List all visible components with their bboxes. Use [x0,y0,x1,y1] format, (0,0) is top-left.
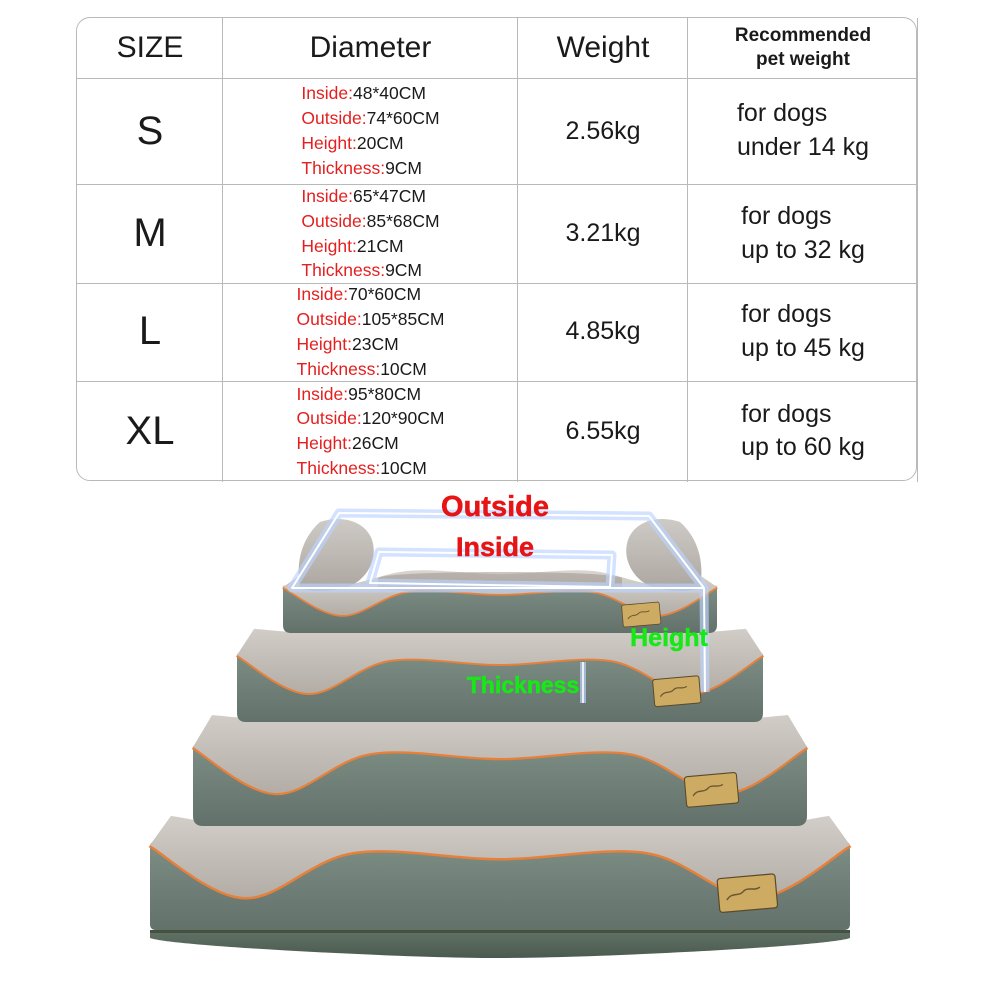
svg-text:Height: Height [630,624,708,652]
svg-text:Thickness: Thickness [467,672,580,698]
svg-text:Inside: Inside [456,532,534,562]
svg-text:Outside: Outside [441,491,549,523]
